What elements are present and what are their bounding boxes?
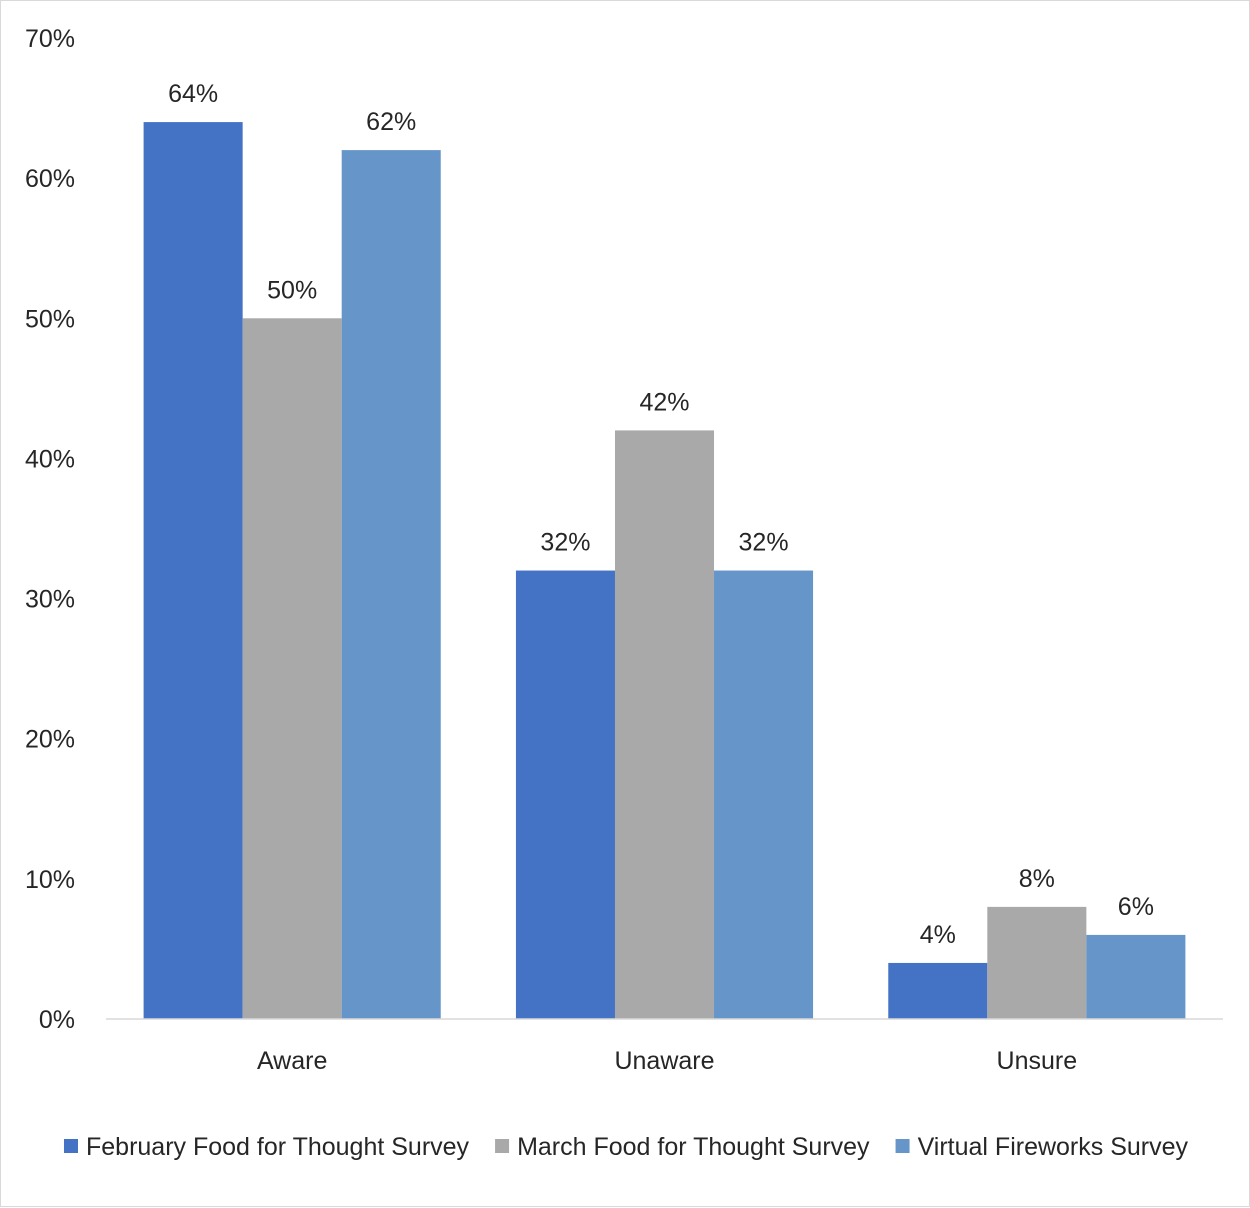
bars — [143, 122, 1186, 1020]
legend-swatch — [495, 1139, 510, 1153]
legend-label: Virtual Fireworks Survey — [918, 1133, 1189, 1161]
data-label: 4% — [920, 921, 956, 949]
data-label: 32% — [540, 529, 590, 557]
x-tick-label: Unaware — [614, 1047, 714, 1075]
legend-label: March Food for Thought Survey — [517, 1133, 870, 1161]
x-tick-label: Aware — [257, 1047, 327, 1075]
legend-item: March Food for Thought Survey — [495, 1133, 870, 1161]
legend-item: Virtual Fireworks Survey — [895, 1133, 1189, 1161]
legend-swatch — [895, 1139, 910, 1153]
y-tick-label: 20% — [25, 726, 75, 754]
y-tick-label: 40% — [25, 445, 75, 473]
bar — [515, 570, 615, 1019]
x-tick-label: Unsure — [997, 1047, 1078, 1075]
data-label: 32% — [739, 529, 789, 557]
bar — [143, 122, 243, 1020]
x-axis-ticks: Aware Unaware Unsure — [257, 1047, 1077, 1075]
data-label: 50% — [267, 276, 317, 304]
legend-label: February Food for Thought Survey — [86, 1133, 470, 1161]
legend-item: February Food for Thought Survey — [63, 1133, 470, 1161]
y-tick-label: 0% — [39, 1006, 75, 1034]
bar — [341, 150, 441, 1020]
y-tick-label: 50% — [25, 305, 75, 333]
data-label: 6% — [1118, 893, 1154, 921]
data-label: 62% — [366, 108, 416, 136]
legend: February Food for Thought Survey March Fo… — [63, 1133, 1189, 1161]
y-tick-label: 70% — [25, 25, 75, 53]
y-axis-ticks: 0% 10% 20% 30% 40% 50% 60% 70% — [25, 25, 75, 1034]
bar — [987, 906, 1087, 1019]
data-label: 64% — [168, 80, 218, 108]
data-labels: 64% 50% 62% 32% 42% 32% 4% 8% 6% — [168, 80, 1154, 949]
bar — [888, 962, 988, 1019]
bar — [614, 430, 715, 1019]
y-tick-label: 10% — [25, 866, 75, 894]
y-tick-label: 60% — [25, 165, 75, 193]
legend-swatch — [63, 1139, 78, 1153]
data-label: 42% — [639, 388, 689, 416]
bar — [1086, 934, 1186, 1019]
bar — [242, 318, 342, 1019]
bar — [714, 570, 814, 1019]
y-tick-label: 30% — [25, 586, 75, 614]
data-label: 8% — [1019, 865, 1055, 893]
